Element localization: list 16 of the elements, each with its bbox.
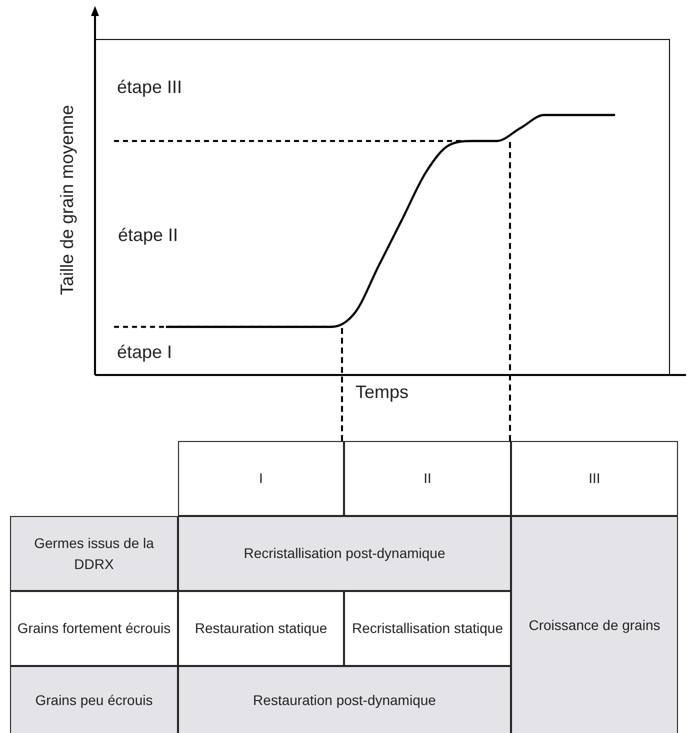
text: Recristallisation statique: [352, 619, 503, 638]
text: Grains fortement écrouis: [17, 619, 171, 638]
text: III: [588, 469, 600, 488]
text: Grains peu écrouis: [35, 691, 153, 710]
text: I: [259, 469, 263, 488]
text: Recristallisation post-dynamique: [244, 544, 446, 563]
x-axis-title: Temps: [355, 382, 409, 402]
text: Restauration post-dynamique: [253, 691, 436, 710]
text: Croissance de grains: [528, 616, 660, 635]
text: Restauration statique: [194, 619, 328, 638]
annotation: étape II: [118, 224, 178, 245]
text: étape III: [117, 76, 182, 97]
y-axis-title: Taille de grain moyenne: [56, 104, 77, 296]
text: II: [424, 469, 432, 488]
annotation: étape I: [117, 342, 172, 362]
text: Germes issus de la DDRX: [33, 534, 155, 574]
